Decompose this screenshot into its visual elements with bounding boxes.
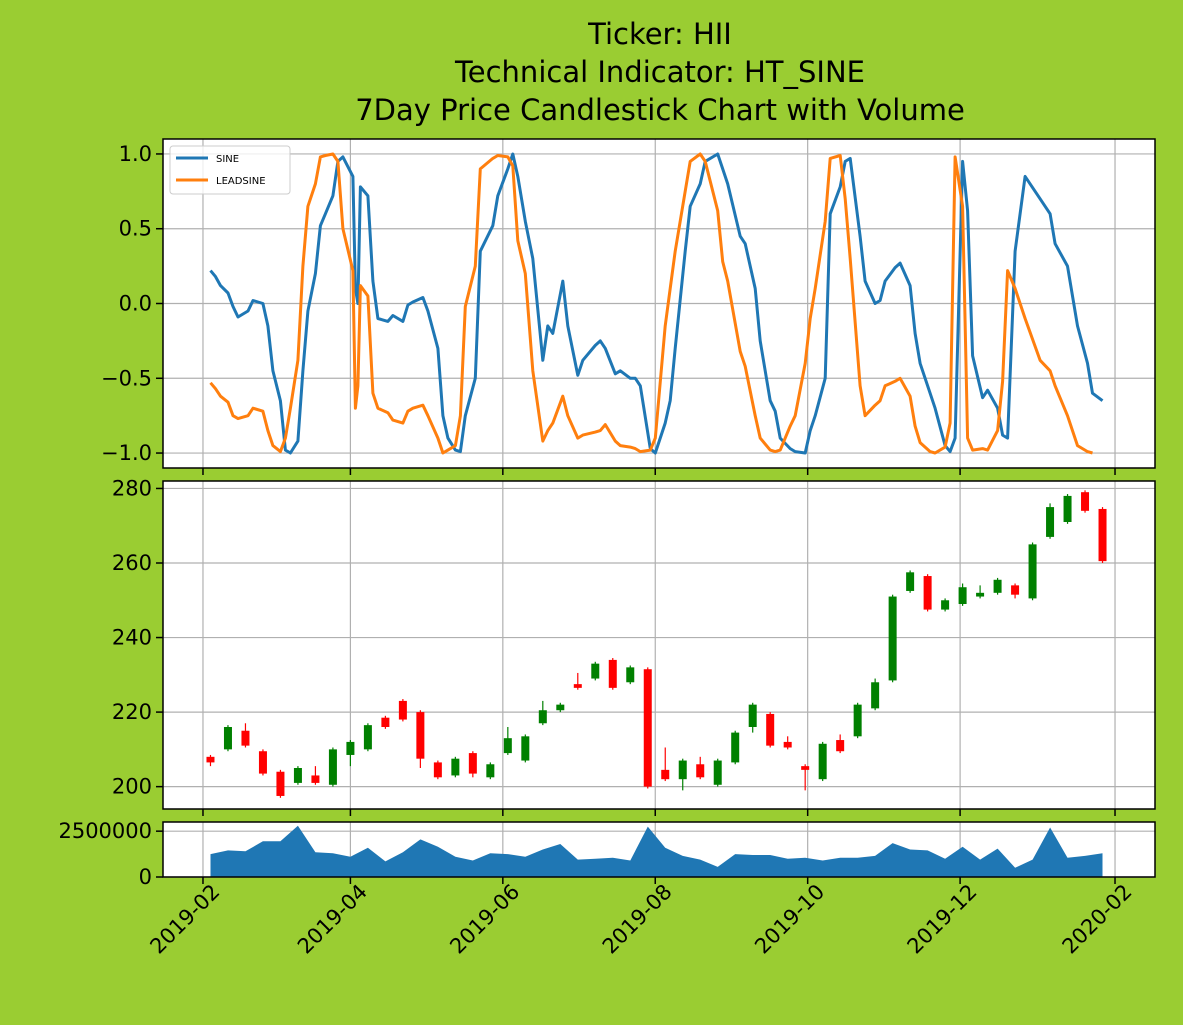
candle-body-47 [1028,544,1037,599]
candle-body-44 [976,592,985,597]
candle-body-51 [1098,508,1107,562]
candle-body-16 [486,764,495,778]
candle-body-27 [678,760,687,780]
title-line-3: 7Day Price Candlestick Chart with Volume [355,93,965,127]
title-line-1: Ticker: HII [587,17,732,51]
candle-body-32 [766,713,775,746]
candle-body-3 [258,751,267,774]
candle-body-40 [906,572,915,591]
candle-body-8 [346,741,355,755]
y-tick-label-price-2: 240 [112,626,152,650]
candle-body-28 [696,764,705,778]
volume-area-fill [210,825,1103,877]
indicator-lines [209,152,1104,455]
candle-body-30 [731,732,740,763]
candle-body-35 [818,743,827,780]
y-tick-label-price-4: 200 [112,775,152,799]
candle-body-50 [1081,492,1090,511]
candle-body-22 [591,663,600,679]
y-tick-label-vol-1: 0 [139,865,152,889]
legend: SINE LEADSINE [169,145,291,195]
candle-body-21 [573,684,582,688]
candle-body-25 [643,669,652,787]
candle-body-1 [223,727,232,750]
candle-body-12 [416,712,425,759]
y-tick-label-ind-3: −0.5 [101,366,152,390]
x-tick-label-1: 2019-04 [293,880,372,959]
price-panel-bg [163,481,1155,809]
candle-body-2 [241,730,250,746]
candle-body-34 [801,766,810,770]
candle-body-45 [993,579,1002,593]
y-tick-label-ind-4: −1.0 [101,441,152,465]
candle-body-48 [1046,507,1055,537]
x-tick-label-3: 2019-08 [598,880,677,959]
candle-body-14 [451,758,460,776]
indicator-y-ticks: 1.0 0.5 0.0 −0.5 −1.0 [101,142,163,465]
x-tick-label-0: 2019-02 [145,880,224,959]
x-tick-label-6: 2020-02 [1058,880,1137,959]
candle-body-19 [538,710,547,724]
y-tick-label-price-1: 260 [112,551,152,575]
y-tick-label-price-3: 220 [112,700,152,724]
candle-body-33 [783,741,792,748]
x-tick-label-4: 2019-10 [750,880,829,959]
candle-body-13 [433,762,442,778]
candle-body-41 [923,576,932,610]
x-tick-label-2: 2019-06 [445,880,524,959]
candle-body-5 [293,768,302,783]
candle-body-17 [503,738,512,754]
candle-body-43 [958,587,967,604]
candle-body-46 [1011,585,1020,595]
candle-body-7 [328,749,337,785]
indicator-panel-frame [162,138,1156,469]
legend-label-leadsine: LEADSINE [216,176,266,187]
y-tick-label-price-0: 280 [112,476,152,500]
candle-body-9 [363,725,372,750]
candle-body-20 [556,704,565,711]
volume-area [210,825,1103,877]
y-tick-label-ind-0: 1.0 [119,142,152,166]
volume-y-ticks: 2500000 0 [58,819,163,889]
candle-body-38 [871,682,880,709]
candle-body-49 [1063,495,1072,522]
price-y-ticks: 280 260 240 220 200 [112,476,163,799]
x-tick-label-5: 2019-12 [903,880,982,959]
candle-body-23 [608,659,617,688]
chart-title: Ticker: HII Technical Indicator: HT_SINE… [355,17,965,127]
candle-body-39 [888,596,897,681]
candle-body-15 [468,753,477,774]
candle-body-0 [206,756,215,763]
volume-panel-frame [162,821,1156,878]
series-line-leadsine [209,152,1093,455]
candle-body-11 [398,700,407,720]
candle-body-26 [661,769,670,780]
candle-body-37 [853,704,862,737]
candle-body-36 [836,740,845,752]
candle-body-29 [713,760,722,785]
y-tick-label-ind-2: 0.0 [119,292,152,316]
y-tick-label-ind-1: 0.5 [119,217,152,241]
legend-label-sine: SINE [216,154,239,165]
price-panel-frame [162,480,1156,810]
series-line-sine [209,152,1104,455]
candle-body-10 [381,717,390,727]
title-line-2: Technical Indicator: HT_SINE [454,55,865,89]
candle-body-18 [521,736,530,761]
candle-body-42 [941,600,950,610]
candle-body-24 [626,667,635,683]
candle-body-6 [311,775,320,783]
candle-body-31 [748,704,757,727]
candlesticks [206,490,1107,798]
candle-body-4 [276,771,285,796]
y-tick-label-vol-0: 2500000 [58,819,152,843]
